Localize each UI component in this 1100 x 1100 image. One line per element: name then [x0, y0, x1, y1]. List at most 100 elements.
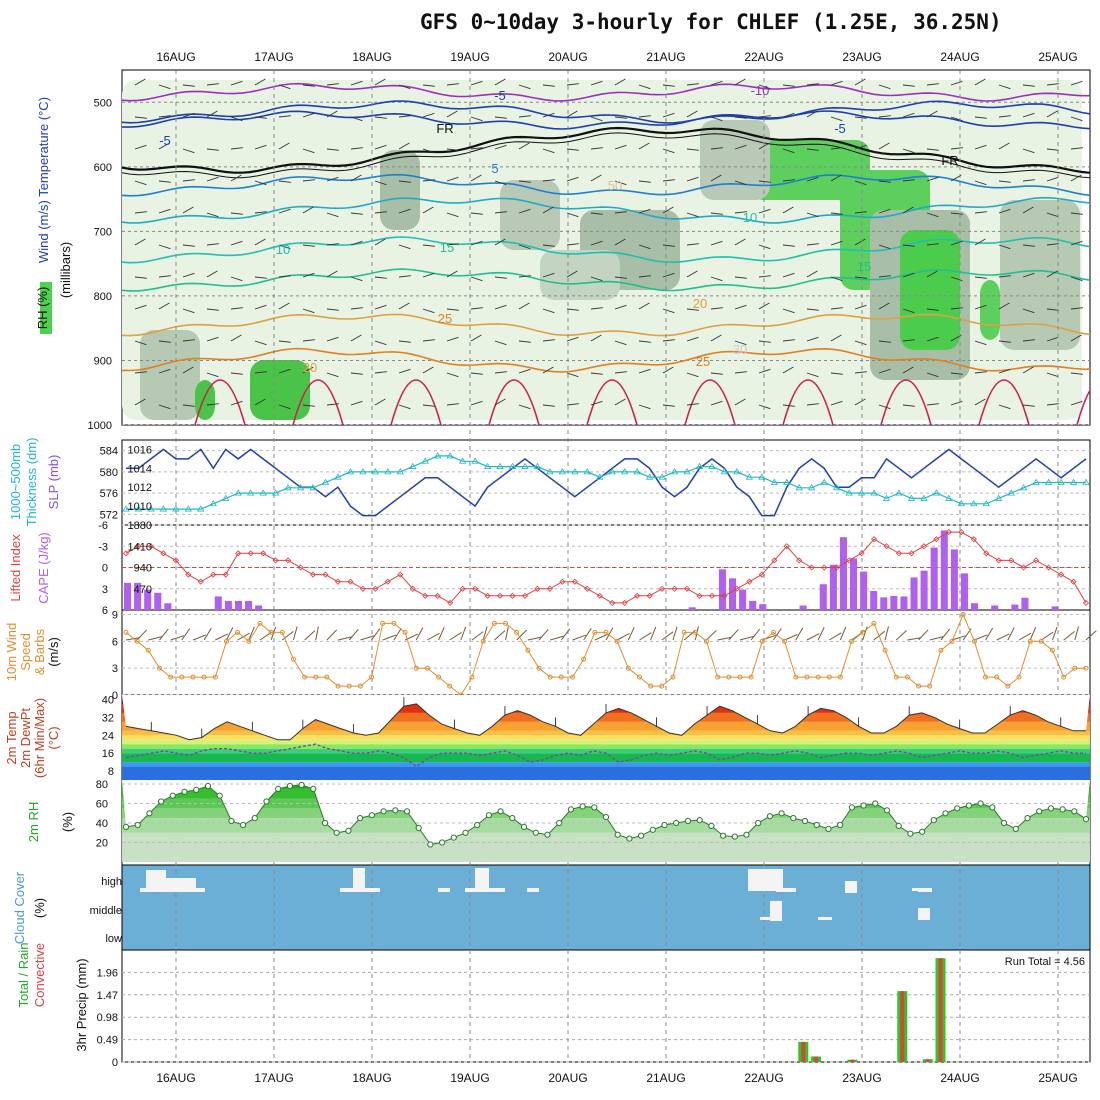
wind-barb: [542, 272, 555, 278]
wind-barb-10m: [281, 631, 294, 641]
thickness-marker: [783, 478, 791, 485]
wind-barb-10m: [750, 628, 761, 641]
wind-barb-10m: [538, 629, 549, 641]
li-marker: [821, 564, 828, 571]
wind-barb-10m: [951, 635, 966, 641]
wind-barb: [422, 148, 435, 154]
thickness-marker: [583, 468, 592, 475]
li-marker: [895, 550, 903, 557]
cape-bar: [960, 573, 968, 610]
li-marker: [970, 536, 977, 543]
wind-barb: [230, 276, 243, 282]
wind-speed-marker: [670, 674, 676, 680]
wind-barb: [758, 368, 771, 374]
li-marker: [858, 550, 865, 557]
thickness-marker: [122, 505, 130, 512]
wind-barb: [134, 180, 147, 186]
wind-barb-10m: [1052, 626, 1058, 641]
wind-barb-10m: [460, 626, 467, 641]
li-marker: [1057, 571, 1065, 578]
contour-label: FR: [941, 153, 958, 168]
top-date-label: 18AUG: [352, 50, 391, 64]
wind-barb: [590, 116, 603, 122]
wind-speed-marker: [949, 638, 955, 644]
wind-barb: [182, 339, 195, 342]
wind-barb: [590, 212, 603, 215]
wind-barb-10m: [895, 630, 907, 641]
wind-barb-10m: [382, 634, 396, 641]
wind-speed-marker: [212, 674, 218, 680]
wind-barb: [326, 336, 339, 342]
wind-barb: [470, 307, 483, 310]
wind-barb: [998, 84, 1011, 90]
wind-speed-marker: [737, 674, 743, 680]
wind-barb: [686, 148, 699, 151]
rh-marker: [684, 817, 692, 825]
wind-barb: [1022, 148, 1035, 154]
wind-barb: [902, 404, 915, 407]
cloud-block: [748, 869, 783, 891]
contour-label: 5: [491, 161, 498, 176]
wind-barb: [590, 174, 602, 182]
wind-barb-10m: [940, 628, 951, 641]
wind-barb: [422, 84, 435, 87]
wind-barb-10m: [839, 626, 847, 641]
bottom-date-label: 20AUG: [548, 1071, 587, 1085]
cape-bar: [718, 569, 726, 610]
wind-barb: [134, 276, 147, 279]
wind-barb: [878, 180, 891, 183]
rh-marker: [204, 782, 212, 790]
wind-barb: [470, 276, 483, 282]
wind-barb-10m: [650, 626, 657, 641]
wind-barb: [422, 404, 435, 407]
thickness-marker: [795, 484, 803, 491]
wind-barb: [806, 270, 818, 278]
precip-panel: [121, 949, 1091, 1063]
wind-barb: [734, 180, 747, 186]
li-marker: [222, 571, 229, 578]
thickness-marker: [147, 505, 155, 512]
rh-marker: [158, 798, 165, 805]
rh-marker: [1012, 825, 1019, 833]
wind-barb: [302, 244, 315, 247]
warm-contour: [1076, 389, 1090, 425]
wind-barb-10m: [292, 626, 298, 641]
wind-speed-marker: [570, 674, 575, 680]
wind-speed-marker: [480, 638, 486, 644]
cloud-block: [438, 888, 450, 892]
thickness-marker: [945, 494, 953, 501]
wind-barb: [446, 212, 459, 218]
wind-barb-10m: [215, 633, 229, 641]
thickness-marker: [708, 462, 716, 469]
wind-barb-10m: [795, 627, 804, 641]
wind-barb: [734, 304, 747, 310]
wind-barb: [326, 176, 339, 182]
wind-barb: [278, 340, 291, 343]
wind-barb: [1070, 334, 1082, 342]
wind-barb: [1022, 244, 1035, 247]
rh-marker: [755, 819, 762, 827]
wind-barb: [830, 212, 843, 215]
wind-barb: [1070, 212, 1083, 215]
wind-barb: [854, 180, 867, 186]
thickness-marker: [346, 468, 355, 475]
li-marker: [521, 592, 529, 599]
wind-barb-10m: [1007, 627, 1015, 641]
rh-marker: [567, 806, 575, 813]
contour-label: 50: [608, 178, 622, 193]
wind-barb: [1070, 240, 1083, 246]
bottom-date-label: 18AUG: [352, 1071, 391, 1085]
thickness-marker: [433, 452, 442, 459]
wind-barb-10m: [639, 632, 652, 641]
temp-color-band: [122, 753, 1090, 763]
wind-barb: [566, 212, 579, 218]
cape-bar: [144, 589, 152, 610]
thickness-marker: [546, 468, 554, 475]
cape-bar: [940, 530, 948, 610]
rh-marker: [474, 821, 481, 829]
wind-speed-marker: [402, 629, 408, 635]
wind-barb-10m: [337, 636, 352, 641]
wind-panel: [121, 609, 1091, 696]
thickness-marker: [1007, 489, 1015, 496]
thickness-marker: [670, 468, 679, 475]
